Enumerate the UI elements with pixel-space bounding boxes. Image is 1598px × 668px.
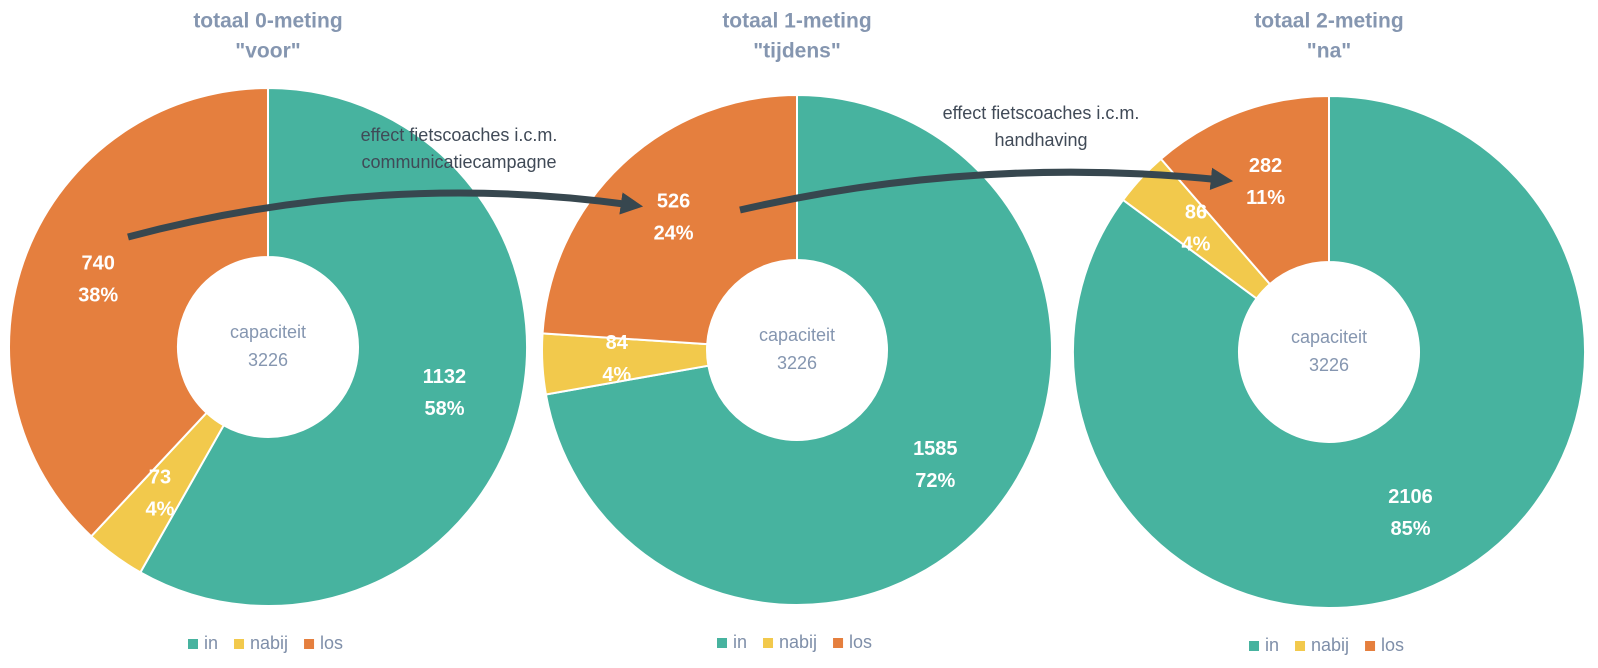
- donut-segment: [1072, 94, 1586, 609]
- arrow: [127, 189, 644, 241]
- legend-swatch: [1365, 641, 1376, 651]
- legend-label: in: [1265, 635, 1279, 655]
- donut-segment: [541, 93, 798, 346]
- center-label: capaciteit: [230, 322, 306, 342]
- percent-label: 72%: [915, 470, 955, 492]
- legend-swatch: [1249, 641, 1259, 651]
- chart-subtitle: "na": [1307, 40, 1351, 63]
- chart-subtitle: "voor": [235, 40, 300, 63]
- legend-label: los: [849, 632, 872, 652]
- annotations: effect fietscoaches i.c.m. communicatieca…: [127, 103, 1234, 241]
- data-label: 2106: [1388, 486, 1433, 508]
- center-label: capaciteit: [1291, 327, 1367, 347]
- data-label: 86: [1185, 202, 1207, 224]
- legend-label: los: [320, 633, 343, 653]
- donut-segment: [544, 93, 1053, 606]
- annotation-text: effect fietscoaches i.c.m.: [943, 103, 1140, 123]
- center-value: 3226: [777, 353, 817, 373]
- legend-swatch: [304, 639, 315, 649]
- percent-label: 4%: [1182, 234, 1211, 256]
- center-value: 3226: [1309, 355, 1349, 375]
- legend-swatch: [833, 638, 844, 648]
- chart-title: totaal 0-meting: [193, 10, 342, 33]
- annotation-text: handhaving: [994, 130, 1087, 150]
- data-label: 282: [1249, 155, 1282, 177]
- arrow: [739, 167, 1234, 214]
- data-label: 526: [657, 191, 690, 213]
- percent-label: 4%: [146, 498, 175, 520]
- percent-label: 38%: [78, 284, 118, 306]
- legend-label: nabij: [779, 632, 817, 652]
- percent-label: 85%: [1391, 518, 1431, 540]
- percent-label: 4%: [602, 364, 631, 386]
- chart-title: totaal 1-meting: [722, 10, 871, 33]
- chart-subtitle: "tijdens": [753, 40, 841, 63]
- legend-swatch: [188, 639, 198, 649]
- donut-chart: totaal 0-meting "voor" 1132 58% 73 4% 740 38% ca…: [8, 10, 528, 653]
- donut-segment: [8, 86, 269, 538]
- data-label: 740: [82, 252, 115, 274]
- legend-label: in: [733, 632, 747, 652]
- legend-label: in: [204, 633, 218, 653]
- legend-label: los: [1381, 635, 1404, 655]
- charts: totaal 0-meting "voor" 1132 58% 73 4% 740 38% ca…: [8, 10, 1586, 655]
- chart-title: totaal 2-meting: [1254, 10, 1403, 33]
- legend-swatch: [234, 639, 245, 649]
- center-label: capaciteit: [759, 325, 835, 345]
- legend-swatch: [717, 638, 727, 648]
- percent-label: 24%: [654, 223, 694, 245]
- donut-chart: totaal 1-meting "tijdens" 1585 72% 84 4% 526 24…: [541, 10, 1053, 652]
- donut-chart: totaal 2-meting "na" 2106 85% 86 4% 282 11% capa…: [1072, 10, 1586, 655]
- data-label: 1132: [423, 366, 466, 388]
- donut-segment: [1159, 94, 1330, 286]
- legend-label: nabij: [250, 633, 288, 653]
- percent-label: 58%: [424, 398, 464, 420]
- legend-swatch: [1295, 641, 1306, 651]
- legend-label: nabij: [1311, 635, 1349, 655]
- legend-swatch: [763, 638, 774, 648]
- annotation-text: effect fietscoaches i.c.m.: [361, 125, 558, 145]
- center-value: 3226: [248, 350, 288, 370]
- percent-label: 11%: [1246, 187, 1285, 209]
- data-label: 1585: [913, 438, 958, 460]
- donut-segment: [139, 86, 528, 607]
- data-label: 73: [149, 466, 171, 488]
- data-label: 84: [606, 332, 629, 354]
- annotation-text: communicatiecampagne: [361, 152, 556, 172]
